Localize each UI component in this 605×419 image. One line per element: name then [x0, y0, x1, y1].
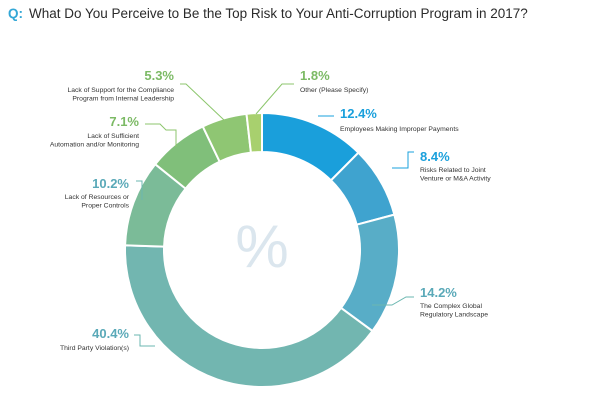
slice-label-1: Employees Making Improper Payments: [340, 126, 459, 133]
slice-value-1: 12.4%: [340, 106, 377, 121]
slice-value-6: 7.1%: [109, 114, 139, 129]
leader-line-2: [392, 151, 414, 169]
leader-line-3: [372, 296, 414, 306]
slice-label-6: Lack of Sufficient Automation and/or Moni…: [50, 133, 139, 149]
slice-4: [124, 244, 374, 388]
slice-value-8: 1.8%: [300, 68, 330, 83]
slice-value-5: 10.2%: [92, 176, 129, 191]
center-percent-symbol: %: [235, 213, 288, 280]
leader-line-8: [255, 83, 294, 115]
slice-label-3: The Complex Global Regulatory Landscape: [420, 303, 488, 319]
leader-line-5: [136, 180, 143, 200]
slice-label-4: Third Party Violation(s): [60, 345, 129, 352]
leader-line-7: [180, 83, 225, 121]
slice-label-2: Risks Related to Joint Venture or M&A Act…: [420, 167, 491, 183]
chart-title: Q: What Do You Perceive to Be the Top Ris…: [8, 6, 598, 21]
title-prefix: Q:: [8, 6, 23, 21]
slice-label-7: Lack of Support for the Compliance Progra…: [67, 87, 174, 103]
title-text: What Do You Perceive to Be the Top Risk …: [29, 6, 528, 21]
slice-value-2: 8.4%: [420, 149, 450, 164]
slice-label-5: Lack of Resources or Proper Controls: [65, 194, 130, 210]
slice-value-4: 40.4%: [92, 326, 129, 341]
slice-8: [245, 111, 263, 154]
leader-line-6: [145, 123, 177, 147]
slice-value-3: 14.2%: [420, 285, 457, 300]
leader-line-4: [134, 334, 155, 347]
slice-label-8: Other (Please Specify): [300, 87, 368, 94]
slice-value-7: 5.3%: [144, 68, 174, 83]
